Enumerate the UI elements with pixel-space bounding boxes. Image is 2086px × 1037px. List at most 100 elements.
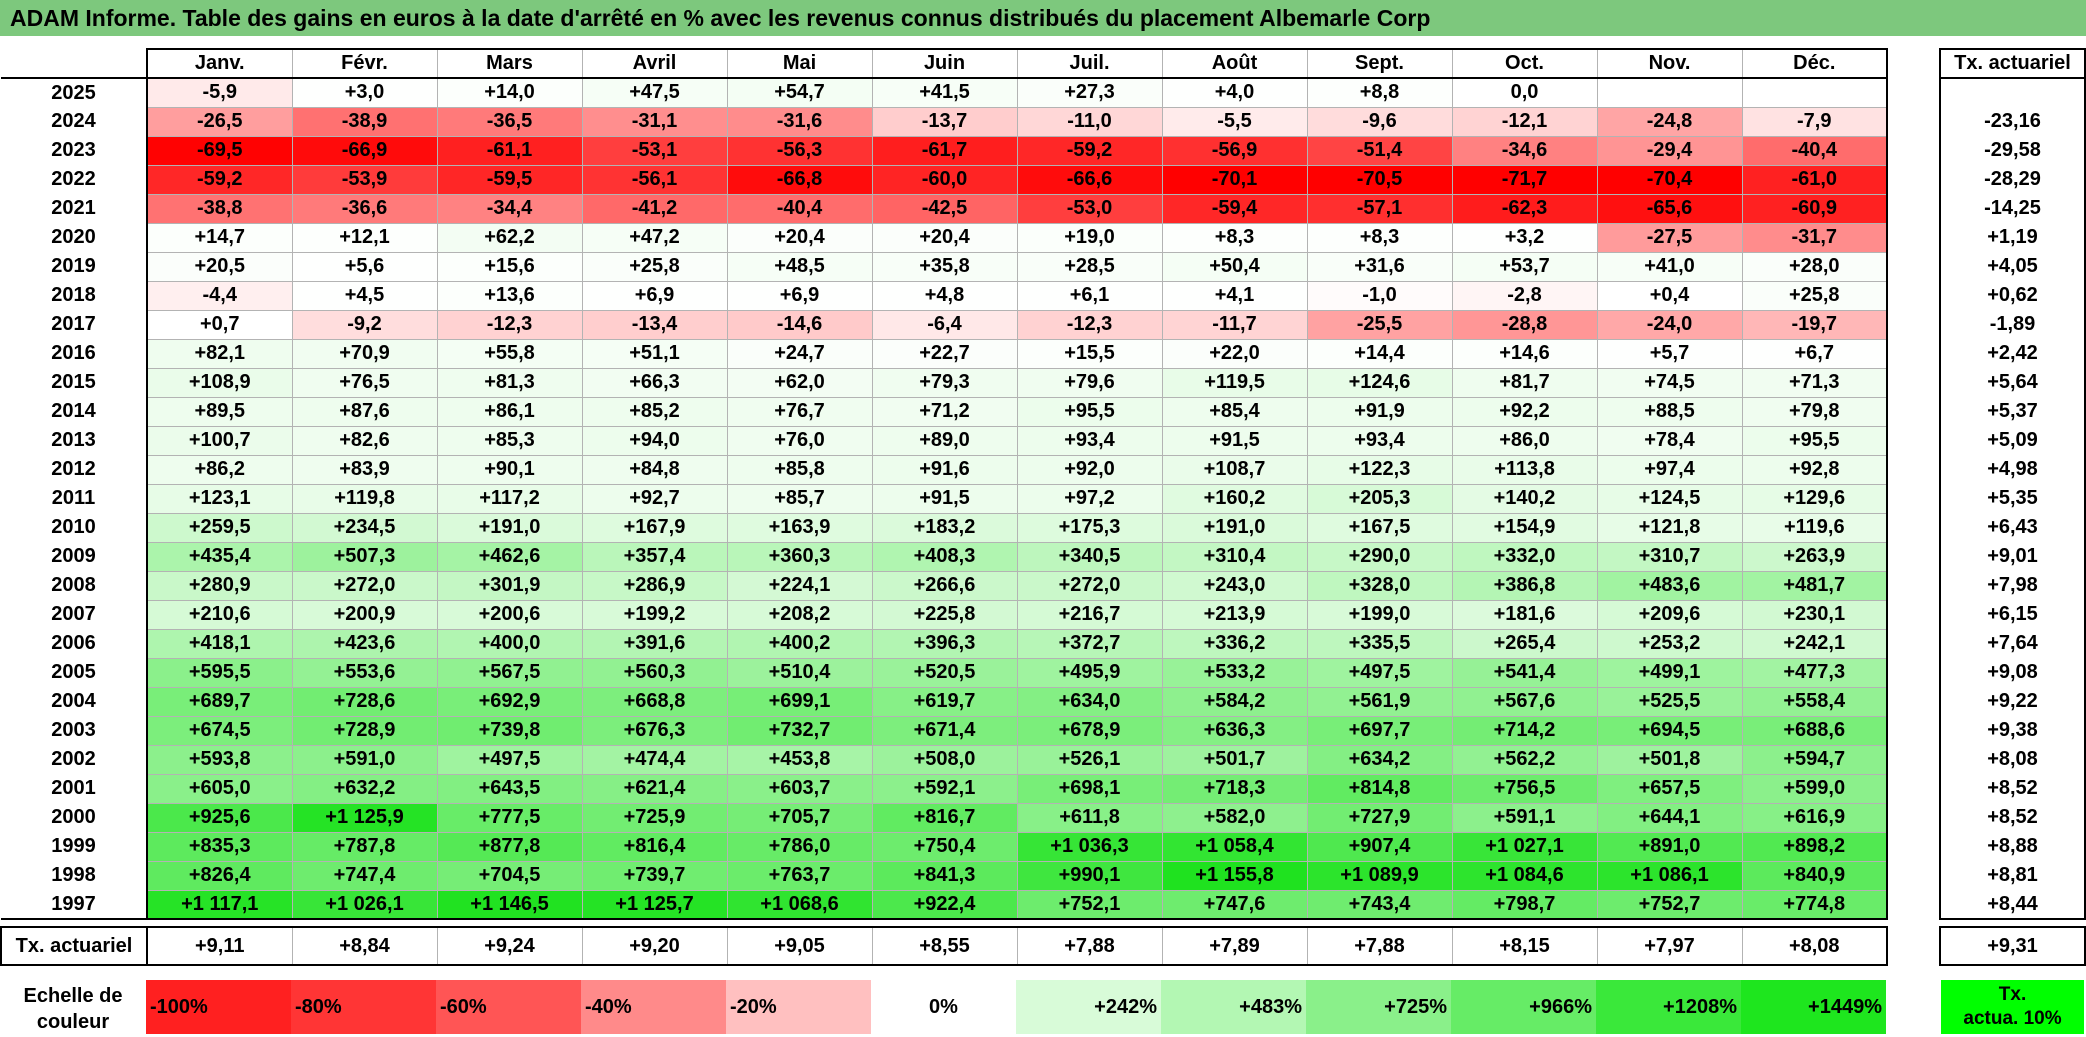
gain-cell: +8,8 — [1306, 77, 1453, 108]
gain-cell: +167,5 — [1306, 512, 1453, 543]
gain-cell: +671,4 — [871, 715, 1018, 746]
gain-cell: +400,2 — [726, 628, 873, 659]
summary-cell: +8,55 — [871, 926, 1018, 966]
gain-cell: +1 084,6 — [1451, 860, 1598, 891]
gain-cell: +20,5 — [146, 251, 293, 282]
color-scale-swatch: +966% — [1451, 980, 1596, 1034]
gain-cell: +92,7 — [581, 483, 728, 514]
year-label: 2000 — [1, 803, 148, 832]
gain-cell: +12,1 — [291, 222, 438, 253]
gain-cell: +89,0 — [871, 425, 1018, 456]
gain-cell: +400,0 — [436, 628, 583, 659]
summary-cell: +7,97 — [1596, 926, 1743, 966]
table-row: 2008 +280,9 +272,0 +301,9 +286,9 +224,1 +266,6… — [1, 570, 1888, 601]
gain-cell: +423,6 — [291, 628, 438, 659]
rate-cell: -29,58 — [1939, 136, 2086, 165]
color-scale-rate-legend: Tx. actua. 10% — [1941, 980, 2084, 1034]
gain-cell: -42,5 — [871, 193, 1018, 224]
gain-cell: +15,5 — [1016, 338, 1163, 369]
year-label: 2023 — [1, 136, 148, 165]
gain-cell: +78,4 — [1596, 425, 1743, 456]
gain-cell: +728,6 — [291, 686, 438, 717]
summary-cell: +9,05 — [726, 926, 873, 966]
gain-cell: +694,5 — [1596, 715, 1743, 746]
gain-cell: -5,5 — [1161, 106, 1308, 137]
gain-cell: +1 089,9 — [1306, 860, 1453, 891]
gain-cell: +567,6 — [1451, 686, 1598, 717]
gain-cell: +85,8 — [726, 454, 873, 485]
gain-cell: +533,2 — [1161, 657, 1308, 688]
year-label: 2003 — [1, 716, 148, 745]
gain-cell: +14,6 — [1451, 338, 1598, 369]
rate-cell: +9,01 — [1939, 542, 2086, 571]
rate-cell: +8,88 — [1939, 832, 2086, 861]
rate-cell: -28,29 — [1939, 165, 2086, 194]
gain-cell: +209,6 — [1596, 599, 1743, 630]
gain-cell: +477,3 — [1741, 657, 1888, 688]
gain-cell: -53,0 — [1016, 193, 1163, 224]
year-label: 2013 — [1, 426, 148, 455]
gain-cell: +752,7 — [1596, 889, 1743, 920]
gain-cell: -14,6 — [726, 309, 873, 340]
gain-cell: -28,8 — [1451, 309, 1598, 340]
gain-cell: +117,2 — [436, 483, 583, 514]
gain-cell: +119,8 — [291, 483, 438, 514]
gain-cell: -31,6 — [726, 106, 873, 137]
gain-cell: -36,5 — [436, 106, 583, 137]
year-label: 2010 — [1, 513, 148, 542]
year-label: 2022 — [1, 165, 148, 194]
gain-cell: +47,5 — [581, 77, 728, 108]
table-row: 2007 +210,6 +200,9 +200,6 +199,2 +208,2 +225,8… — [1, 599, 1888, 630]
year-label: 2016 — [1, 339, 148, 368]
table-row: 2002 +593,8 +591,0 +497,5 +474,4 +453,8 +508,0… — [1, 744, 1888, 775]
gain-cell: +841,3 — [871, 860, 1018, 891]
gain-cell: -53,9 — [291, 164, 438, 195]
summary-cell: +8,84 — [291, 926, 438, 966]
year-label: 1997 — [1, 890, 148, 920]
gain-cell: +14,7 — [146, 222, 293, 253]
gain-cell: +290,0 — [1306, 541, 1453, 572]
gain-cell: +95,5 — [1741, 425, 1888, 456]
actuarial-rate-table: Tx. actuariel -23,16 -29,58 -28,29 -14,25 +1,… — [1939, 48, 2086, 966]
gain-cell: -51,4 — [1306, 135, 1453, 166]
gain-cell: +678,9 — [1016, 715, 1163, 746]
rate-cell: +9,22 — [1939, 687, 2086, 716]
rate-cell: -23,16 — [1939, 107, 2086, 136]
gain-cell: +593,8 — [146, 744, 293, 775]
table-row: 1997 +1 117,1 +1 026,1 +1 146,5 +1 125,7 +1 0… — [1, 889, 1888, 920]
gain-cell: +360,3 — [726, 541, 873, 572]
gain-cell: +891,0 — [1596, 831, 1743, 862]
gain-cell: +22,7 — [871, 338, 1018, 369]
gain-cell: +86,0 — [1451, 425, 1598, 456]
gain-cell: +727,9 — [1306, 802, 1453, 833]
gain-cell: +643,5 — [436, 773, 583, 804]
gain-cell: -25,5 — [1306, 309, 1453, 340]
gain-cell: +697,7 — [1306, 715, 1453, 746]
gain-cell: +86,1 — [436, 396, 583, 427]
gain-cell: +591,1 — [1451, 802, 1598, 833]
gain-cell: +507,3 — [291, 541, 438, 572]
gain-cell: +1 146,5 — [436, 889, 583, 920]
gain-cell: +224,1 — [726, 570, 873, 601]
gain-cell: +787,8 — [291, 831, 438, 862]
year-label: 2025 — [1, 78, 148, 107]
gain-cell: +200,6 — [436, 599, 583, 630]
gain-cell: +71,2 — [871, 396, 1018, 427]
gain-cell: +594,7 — [1741, 744, 1888, 775]
table-row: 2016 +82,1 +70,9 +55,8 +51,1 +24,7 +22,7 +15,5 +… — [1, 338, 1888, 369]
gain-cell: -2,8 — [1451, 280, 1598, 311]
gain-cell: +4,5 — [291, 280, 438, 311]
gain-cell: -4,4 — [146, 280, 293, 311]
summary-cell: +9,11 — [146, 926, 293, 966]
gain-cell: -13,4 — [581, 309, 728, 340]
gain-cell: +632,2 — [291, 773, 438, 804]
gain-cell: +8,3 — [1306, 222, 1453, 253]
rate-cell: +7,64 — [1939, 629, 2086, 658]
rate-cell: +8,44 — [1939, 890, 2086, 920]
color-scale-swatch: 0% — [871, 980, 1016, 1034]
gain-cell: +82,6 — [291, 425, 438, 456]
gain-cell: +747,4 — [291, 860, 438, 891]
gain-cell: +705,7 — [726, 802, 873, 833]
gain-cell: -11,0 — [1016, 106, 1163, 137]
gain-cell: +83,9 — [291, 454, 438, 485]
